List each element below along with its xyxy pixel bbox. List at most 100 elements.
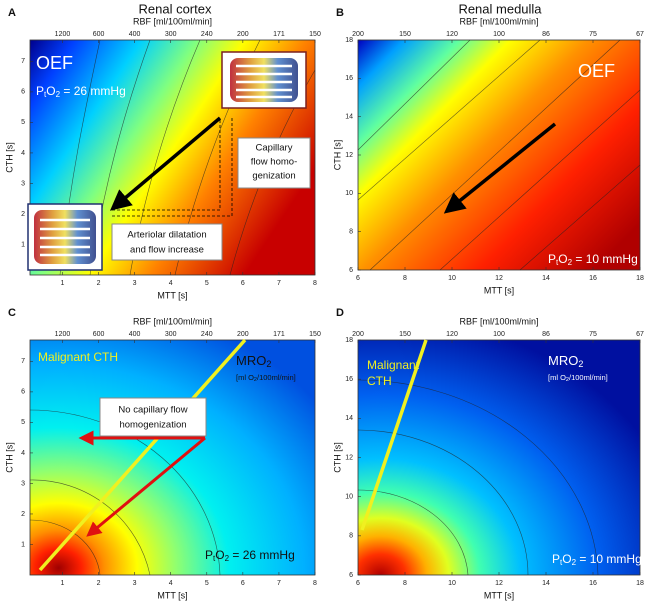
axes: A RBF [ml/100ml/min] MTT [s] CTH [s] 1 2 3 4 5 6 7… <box>4 7 321 300</box>
y-tick-label: 5 <box>21 419 25 426</box>
x2-tick-label: 67 <box>636 31 644 38</box>
heatmap-field <box>358 40 640 270</box>
annotation-box <box>237 137 311 189</box>
x-tick-label: 7 <box>277 280 281 287</box>
axes: B RBF [ml/100ml/min] MTT [s] CTH [s] 6 8 10 12 1… <box>332 7 644 295</box>
x-tick-label: 6 <box>356 580 360 587</box>
annotation: genization <box>252 171 295 182</box>
panel-letter: B <box>336 7 344 19</box>
x-tick-label: 18 <box>636 275 644 282</box>
x2-tick-label: 240 <box>201 331 213 338</box>
y-tick-label: 7 <box>21 358 25 365</box>
x-tick-label: 2 <box>97 280 101 287</box>
map-unit: [ml O2/100ml/min] <box>548 373 608 383</box>
arrow <box>443 122 557 214</box>
y-tick-label: 18 <box>345 337 353 344</box>
y-tick-label: 6 <box>21 389 25 396</box>
x-tick-label: 3 <box>133 580 137 587</box>
y-tick-label: 3 <box>21 480 25 487</box>
x-tick-label: 12 <box>495 580 503 587</box>
top-axis-label: RBF [ml/100ml/min] <box>133 316 212 326</box>
y-tick-label: 8 <box>349 533 353 540</box>
x2-tick-label: 200 <box>352 331 364 338</box>
annotation-box <box>111 223 223 261</box>
x2-tick-label: 86 <box>542 331 550 338</box>
x2-tick-label: 1200 <box>55 331 71 338</box>
top-axis-label: RBF [ml/100ml/min] <box>459 316 538 326</box>
map-label: OEF <box>578 61 615 81</box>
text-part: P <box>205 548 213 562</box>
y-axis-label: CTH [s] <box>332 140 342 171</box>
malignant-label: Malignant CTH <box>38 350 118 364</box>
text-part: 2 <box>566 377 569 383</box>
x2-tick-label: 100 <box>493 331 505 338</box>
contour <box>439 89 641 271</box>
text-part: t <box>556 258 559 267</box>
text-part: = 10 mmHg <box>572 252 638 266</box>
map-label: MRO2 <box>236 353 271 369</box>
x-tick-label: 1 <box>61 280 65 287</box>
y-tick-label: 2 <box>21 211 25 218</box>
contour <box>29 519 101 576</box>
capillary-icon <box>27 203 103 271</box>
pto2-label: PtO2 = 10 mmHg <box>548 252 638 267</box>
column-title: Renal medulla <box>458 1 542 16</box>
y-tick-label: 4 <box>21 450 25 457</box>
malignant-label: CTH <box>367 374 392 388</box>
text-part: P <box>548 252 556 266</box>
text-part: 2 <box>266 359 271 369</box>
x-tick-label: 6 <box>241 580 245 587</box>
contour <box>519 164 641 271</box>
y-tick-label: 16 <box>345 376 353 383</box>
text-part: t <box>44 90 47 99</box>
text-part: MRO <box>236 353 266 368</box>
text-part: [ml O <box>548 373 566 382</box>
x2-tick-label: 120 <box>446 31 458 38</box>
x2-tick-label: 100 <box>493 31 505 38</box>
x-axis-label: MTT [s] <box>484 285 514 295</box>
x2-tick-label: 600 <box>93 31 105 38</box>
pto2-label: PtO2 = 10 mmHg <box>552 552 642 567</box>
text-part: 2 <box>572 558 577 567</box>
y-tick-label: 6 <box>349 267 353 274</box>
x-tick-label: 4 <box>169 580 173 587</box>
axes: C RBF [ml/100ml/min] MTT [s] CTH [s] 1 2 3 4 5 6 7… <box>4 307 321 600</box>
x2-tick-label: 75 <box>589 31 597 38</box>
malignant-label: Malignant <box>367 358 420 372</box>
text-part: [ml O <box>236 373 254 382</box>
map-label: OEF <box>36 53 73 73</box>
panel-letter: A <box>8 7 16 19</box>
text-part: O <box>46 84 55 98</box>
y-tick-label: 6 <box>349 572 353 579</box>
y-tick-label: 10 <box>345 190 353 197</box>
text-part: = 10 mmHg <box>576 552 642 566</box>
x-tick-label: 14 <box>542 580 550 587</box>
x-tick-label: 3 <box>133 280 137 287</box>
contour <box>29 409 221 576</box>
x-tick-label: 16 <box>589 275 597 282</box>
annotation: Arteriolar dilatation <box>127 230 206 241</box>
x-tick-label: 2 <box>97 580 101 587</box>
x-tick-label: 10 <box>448 580 456 587</box>
y-tick-label: 3 <box>21 180 25 187</box>
y-tick-label: 7 <box>21 58 25 65</box>
contour <box>369 39 621 271</box>
x-tick-label: 8 <box>403 275 407 282</box>
annotation: and flow increase <box>130 245 204 256</box>
annotation-box <box>99 397 207 437</box>
y-tick-label: 6 <box>21 89 25 96</box>
text-part: P <box>36 84 44 98</box>
top-axis-label: RBF [ml/100ml/min] <box>459 16 538 26</box>
x-tick-label: 10 <box>448 275 456 282</box>
x2-tick-label: 300 <box>165 31 177 38</box>
text-part: 2 <box>578 359 583 369</box>
y-tick-label: 1 <box>21 241 25 248</box>
text-part: 2 <box>568 258 573 267</box>
x2-tick-label: 600 <box>93 331 105 338</box>
y-tick-label: 16 <box>345 75 353 82</box>
x-tick-label: 12 <box>495 275 503 282</box>
x-tick-label: 8 <box>403 580 407 587</box>
x2-tick-label: 200 <box>352 31 364 38</box>
x-tick-label: 16 <box>589 580 597 587</box>
malignant-line <box>38 338 247 572</box>
